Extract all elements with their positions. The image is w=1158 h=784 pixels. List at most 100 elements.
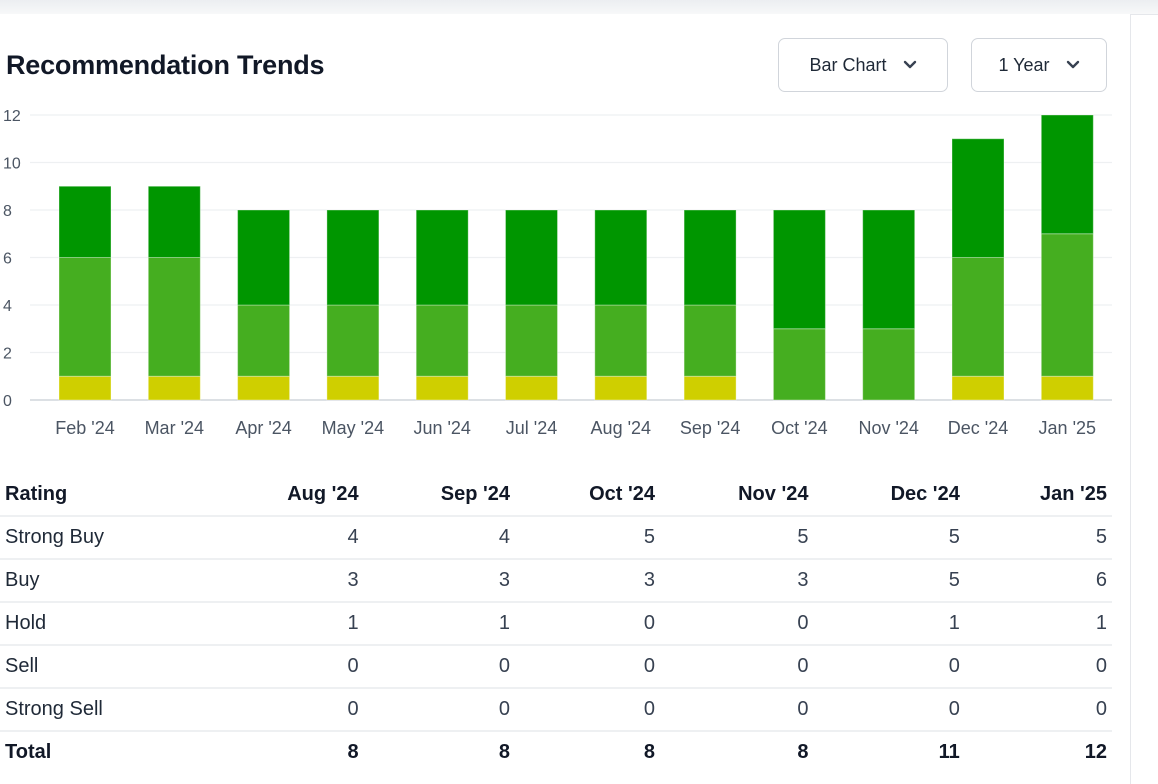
rating-count: 3 <box>660 559 814 603</box>
rating-count: 0 <box>964 688 1112 732</box>
table-header-row: Rating Aug '24 Sep '24 Oct '24 Nov '24 Dec '2… <box>0 474 1112 517</box>
rating-count: 0 <box>208 688 364 732</box>
bar-segment-hold[interactable] <box>1040 375 1094 401</box>
y-tick-label: 12 <box>3 108 21 125</box>
bar-segment-buy[interactable] <box>1040 233 1094 377</box>
x-tick-label: Oct '24 <box>771 418 827 438</box>
time-range-dropdown[interactable]: 1 Year <box>971 38 1107 92</box>
bar-segment-buy[interactable] <box>951 257 1005 377</box>
total-count: 8 <box>498 741 511 763</box>
bar-segment-buy[interactable] <box>683 304 737 377</box>
table-total-row: Total 8 8 8 8 11 12 <box>0 731 1112 773</box>
x-tick-label: Jul '24 <box>506 418 557 438</box>
bar-segment-strong-buy[interactable] <box>862 209 916 330</box>
rating-count: 0 <box>660 602 814 646</box>
rating-count: 0 <box>660 645 814 689</box>
bar-segment-hold[interactable] <box>147 375 201 401</box>
chevron-down-icon <box>1066 60 1079 69</box>
bar-segment-strong-buy[interactable] <box>683 209 737 306</box>
bar-segment-strong-buy[interactable] <box>594 209 648 306</box>
x-tick-label: Mar '24 <box>145 418 204 438</box>
bar-segment-strong-buy[interactable] <box>237 209 291 306</box>
rating-count: 3 <box>208 559 364 603</box>
rating-count: 0 <box>964 645 1112 689</box>
bar-segment-hold[interactable] <box>683 375 737 401</box>
x-tick-label: Nov '24 <box>858 418 918 438</box>
total-count: 12 <box>1084 741 1107 763</box>
bar-segment-hold[interactable] <box>237 375 291 401</box>
y-tick-label: 10 <box>3 156 21 173</box>
x-tick-label: Sep '24 <box>680 418 741 438</box>
total-count: 8 <box>643 741 655 763</box>
bar-segment-strong-buy[interactable] <box>772 209 826 330</box>
column-header-month: Jan '25 <box>964 474 1112 517</box>
table-row: Strong Buy 4 4 5 5 5 5 <box>0 516 1112 560</box>
bar-segment-buy[interactable] <box>326 304 380 377</box>
rating-count: 0 <box>813 645 965 689</box>
rating-count: 0 <box>515 602 660 646</box>
bar-segment-buy[interactable] <box>147 257 201 377</box>
bar-segment-strong-buy[interactable] <box>505 209 558 306</box>
rating-count: 0 <box>363 645 516 689</box>
rating-count: 5 <box>813 516 965 560</box>
column-header-month: Oct '24 <box>515 474 660 517</box>
rating-label: Buy <box>0 559 209 603</box>
time-range-label: 1 Year <box>998 54 1050 75</box>
rating-count: 0 <box>208 645 364 689</box>
rating-count: 3 <box>363 559 516 603</box>
rating-label: Strong Buy <box>0 516 209 560</box>
y-tick-label: 4 <box>3 298 12 315</box>
page-title: Recommendation Trends <box>6 50 325 80</box>
bar-segment-strong-buy[interactable] <box>326 209 380 306</box>
rating-count: 6 <box>964 559 1112 603</box>
bar-segment-buy[interactable] <box>415 304 469 377</box>
rating-count: 4 <box>208 516 364 560</box>
bar-segment-hold[interactable] <box>594 375 648 401</box>
column-header-rating: Rating <box>0 474 209 517</box>
chevron-down-icon <box>903 60 916 69</box>
total-count: 8 <box>797 741 809 763</box>
bar-segment-strong-buy[interactable] <box>951 138 1005 258</box>
bar-segment-hold[interactable] <box>505 375 558 401</box>
bar-segment-hold[interactable] <box>951 375 1005 401</box>
recommendation-table: Rating Aug '24 Sep '24 Oct '24 Nov '24 Dec '2… <box>0 474 1112 773</box>
bar-segment-hold[interactable] <box>58 375 112 401</box>
y-tick-label: 6 <box>3 251 12 268</box>
bar-segment-buy[interactable] <box>505 304 558 377</box>
rating-count: 1 <box>813 602 965 646</box>
y-tick-label: 2 <box>3 346 12 363</box>
rating-count: 5 <box>964 516 1112 560</box>
x-tick-label: Jun '24 <box>413 418 470 438</box>
table-row: Hold 1 1 0 0 1 1 <box>0 602 1112 646</box>
total-count: 8 <box>347 741 359 763</box>
bar-segment-hold[interactable] <box>326 375 380 401</box>
column-header-month: Nov '24 <box>660 474 814 517</box>
x-tick-label: May '24 <box>322 418 384 438</box>
table-row: Strong Sell 0 0 0 0 0 0 <box>0 688 1112 732</box>
x-tick-label: Apr '24 <box>235 418 291 438</box>
bar-segment-strong-buy[interactable] <box>415 209 469 306</box>
chart-type-dropdown[interactable]: Bar Chart <box>778 38 948 92</box>
bar-segment-hold[interactable] <box>415 375 469 401</box>
rating-count: 5 <box>515 516 660 560</box>
bar-segment-strong-buy[interactable] <box>1040 114 1094 235</box>
rating-count: 1 <box>964 602 1112 646</box>
bar-segment-buy[interactable] <box>237 304 291 377</box>
table-row: Buy 3 3 3 3 5 6 <box>0 559 1112 603</box>
rating-count: 5 <box>813 559 965 603</box>
recommendation-bar-chart: 0 2 4 6 8 10 12 Feb '24 Mar '24 Apr '24 May '24 Jun… <box>3 108 1112 438</box>
bar-segment-strong-buy[interactable] <box>147 185 201 258</box>
rating-count: 0 <box>660 688 814 732</box>
bar-segment-buy[interactable] <box>58 257 112 377</box>
rating-count: 0 <box>813 688 965 732</box>
bar-segment-buy[interactable] <box>594 304 648 377</box>
x-tick-label: Jan '25 <box>1039 418 1096 438</box>
rating-count: 1 <box>208 602 364 646</box>
rating-count: 0 <box>363 688 516 732</box>
y-tick-label: 0 <box>3 393 12 410</box>
total-count: 11 <box>938 741 960 763</box>
bar-segment-buy[interactable] <box>862 328 916 401</box>
bar-segment-buy[interactable] <box>772 328 826 401</box>
rating-label: Hold <box>0 602 209 646</box>
bar-segment-strong-buy[interactable] <box>58 185 112 258</box>
